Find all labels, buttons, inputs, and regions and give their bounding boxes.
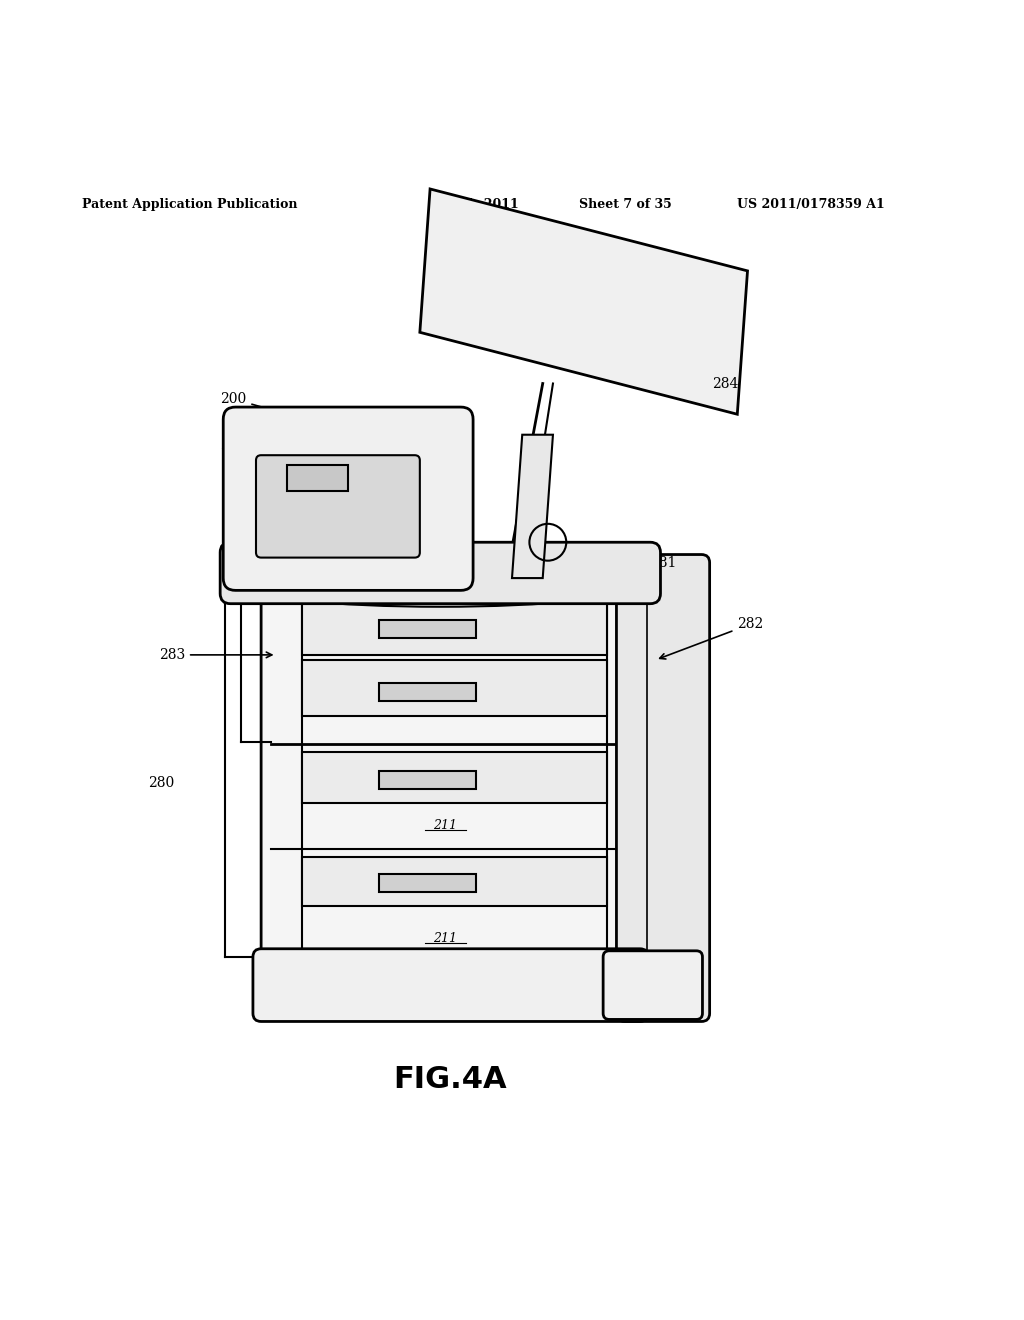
Text: Sheet 7 of 35: Sheet 7 of 35 <box>579 198 672 211</box>
Text: Patent Application Publication: Patent Application Publication <box>82 198 297 211</box>
FancyBboxPatch shape <box>261 568 645 968</box>
FancyBboxPatch shape <box>616 554 710 1022</box>
Text: FIG.4A: FIG.4A <box>394 1065 507 1094</box>
Polygon shape <box>512 434 553 578</box>
Text: 282: 282 <box>659 618 764 659</box>
Text: 283: 283 <box>159 648 271 661</box>
Bar <box>302 752 607 804</box>
Text: 200: 200 <box>220 392 318 424</box>
FancyBboxPatch shape <box>223 407 473 590</box>
FancyBboxPatch shape <box>256 455 420 557</box>
Bar <box>379 771 476 789</box>
Bar <box>379 682 476 701</box>
Bar <box>379 874 476 892</box>
Bar <box>302 660 607 717</box>
Text: 281: 281 <box>650 556 677 570</box>
Text: 211: 211 <box>433 932 458 945</box>
Bar <box>302 857 607 906</box>
Text: 212: 212 <box>220 438 293 465</box>
Text: 280: 280 <box>148 776 175 789</box>
Polygon shape <box>420 189 748 414</box>
Bar <box>302 595 607 655</box>
Text: 284: 284 <box>712 376 738 391</box>
Text: Jul. 21, 2011: Jul. 21, 2011 <box>430 198 520 211</box>
FancyBboxPatch shape <box>253 949 648 1022</box>
FancyBboxPatch shape <box>220 543 660 603</box>
Text: 211: 211 <box>433 820 458 833</box>
Bar <box>379 620 476 639</box>
Text: US 2011/0178359 A1: US 2011/0178359 A1 <box>737 198 885 211</box>
FancyBboxPatch shape <box>603 950 702 1019</box>
Bar <box>287 466 348 491</box>
